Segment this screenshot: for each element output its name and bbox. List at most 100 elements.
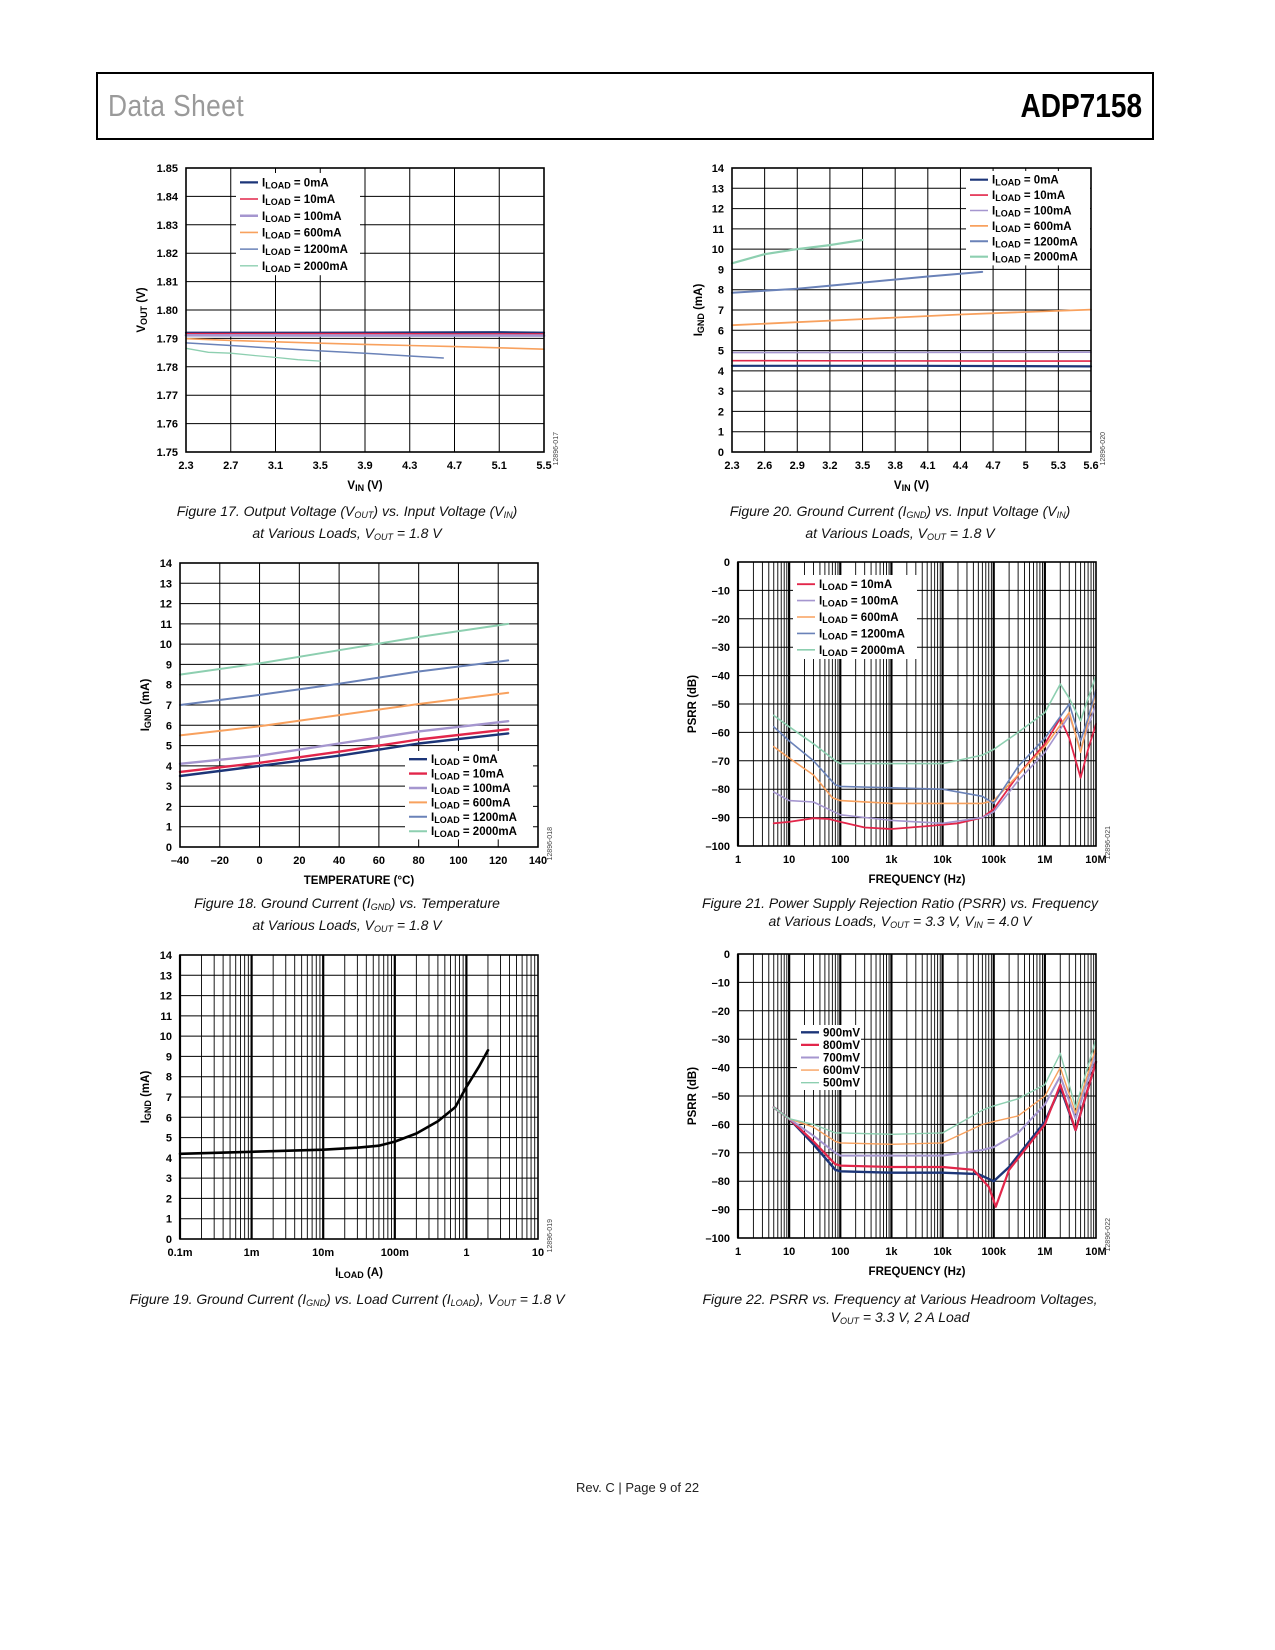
y-tick-label: 12 (712, 204, 724, 216)
x-tick-label: 3.1 (268, 460, 283, 472)
legend-label-suffix: = 600mA (291, 227, 342, 239)
series-line-4 (773, 1038, 1097, 1136)
legend-label-suffix: = 2000mA (291, 261, 348, 273)
y-axis-label-symbol: I (140, 728, 152, 731)
x-tick-label: 120 (489, 855, 507, 867)
legend-label: 900mV (823, 1027, 860, 1039)
x-tick-label: 1M (1037, 854, 1052, 866)
legend-label: ILOAD = 100mA (819, 596, 899, 609)
y-tick-label: 11 (712, 224, 724, 236)
legend-label-symbol: I (431, 783, 434, 795)
plot-frame (731, 167, 1092, 453)
legend-label: ILOAD = 100mA (262, 211, 342, 224)
series-line-0 (730, 364, 1093, 368)
y-axis-label-symbol: V (136, 325, 148, 333)
page-footer: Rev. C | Page 9 of 22 (575, 1480, 700, 1495)
caption-subscript: IN (1056, 510, 1066, 520)
caption-subscript: GND (306, 1298, 327, 1308)
legend-label-subscript: LOAD (995, 255, 1021, 265)
y-tick-label: 1.85 (157, 163, 178, 175)
series-line-3 (185, 337, 545, 351)
caption-line: VOUT = 3.3 V, 2 A Load (702, 1308, 1097, 1330)
x-tick-label: 4.1 (920, 460, 935, 472)
legend-label: ILOAD = 100mA (992, 206, 1072, 219)
figure-code: 12896-019 (547, 1219, 554, 1253)
y-tick-label: –50 (712, 1091, 730, 1103)
legend-label-suffix: = 2000mA (848, 645, 905, 657)
y-axis-label-suffix: (mA) (140, 679, 152, 709)
legend-label-symbol: 700mV (823, 1053, 860, 1065)
y-axis-label-subscript: GND (696, 313, 706, 334)
y-tick-label: 8 (718, 285, 724, 297)
legend-label-symbol: I (819, 612, 822, 624)
legend-label: ILOAD = 1200mA (819, 628, 905, 641)
y-tick-label: 7 (166, 1092, 172, 1104)
caption-subscript: IN (503, 510, 513, 520)
x-tick-label: 5 (1023, 460, 1029, 472)
legend-label: ILOAD = 2000mA (262, 261, 348, 274)
y-tick-label: 12 (160, 599, 172, 611)
y-tick-label: –80 (712, 1176, 730, 1188)
legend-label-subscript: LOAD (265, 264, 291, 274)
series-line-1 (772, 1060, 1098, 1208)
legend-label-suffix: = 100mA (460, 783, 511, 795)
legend-label-suffix: = 10mA (848, 579, 892, 591)
legend-label-symbol: I (992, 190, 995, 202)
legend-label: ILOAD = 0mA (262, 177, 329, 190)
legend-label-symbol: 600mV (823, 1065, 860, 1077)
series-line-4 (731, 270, 984, 294)
legend-label: ILOAD = 600mA (819, 612, 899, 625)
plot-frame (179, 954, 539, 1240)
legend-label-subscript: LOAD (434, 815, 460, 825)
x-tick-label: 4.7 (985, 460, 1000, 472)
legend-label-subscript: LOAD (265, 197, 291, 207)
y-tick-label: –70 (712, 756, 730, 768)
y-axis-label-symbol: I (140, 1120, 152, 1123)
y-axis-label-symbol: PSRR (dB) (687, 1067, 699, 1125)
x-tick-label: 5.1 (492, 460, 507, 472)
y-axis-label-suffix: (mA) (140, 1071, 152, 1101)
figure-caption: Figure 18. Ground Current (IGND) vs. Tem… (194, 894, 500, 938)
legend-label-suffix: = 2000mA (1021, 252, 1078, 264)
y-axis-label-suffix: (mA) (693, 284, 705, 314)
series-line-5 (179, 622, 510, 676)
x-tick-label: 0.1m (167, 1247, 192, 1259)
y-tick-label: 13 (712, 183, 724, 195)
legend-label: ILOAD = 1200mA (431, 812, 517, 825)
x-tick-label: 1m (244, 1247, 260, 1259)
legend-label-suffix: = 0mA (291, 177, 329, 189)
legend-label-symbol: I (431, 826, 434, 838)
x-axis-label-subscript: IN (355, 483, 364, 493)
grid (736, 953, 1096, 1239)
y-axis-label-symbol: PSRR (dB) (687, 675, 699, 733)
y-tick-label: 1.79 (157, 333, 178, 345)
y-tick-label: –20 (712, 614, 730, 626)
y-tick-label: –60 (712, 1119, 730, 1131)
legend-label-suffix: = 1200mA (1021, 236, 1078, 248)
legend-label: ILOAD = 0mA (431, 754, 498, 767)
y-axis-label-subscript: GND (143, 708, 153, 729)
legend-label-symbol: I (431, 797, 434, 809)
caption-subscript: OUT (927, 532, 946, 542)
figure-code: 12896-021 (1105, 826, 1112, 860)
y-tick-label: 8 (166, 680, 172, 692)
figure-code: 12896-018 (547, 827, 554, 861)
legend-label: ILOAD = 1200mA (262, 244, 348, 257)
legend-label-suffix: = 600mA (1021, 221, 1072, 233)
y-tick-label: 8 (166, 1072, 172, 1084)
header-part-number: ADP7158 (1020, 87, 1142, 124)
x-tick-label: –20 (211, 855, 229, 867)
y-tick-label: 6 (718, 325, 724, 337)
y-tick-label: –40 (712, 1063, 730, 1075)
series-line-4 (179, 659, 510, 706)
legend-label-symbol: I (992, 206, 995, 218)
x-tick-label: 1k (885, 854, 898, 866)
caption-text: = 3.3 V, V (909, 913, 974, 929)
y-tick-label: 1.84 (157, 191, 179, 203)
x-axis-label-symbol: V (894, 480, 902, 492)
caption-text: = 3.3 V, 2 A Load (858, 1309, 970, 1325)
